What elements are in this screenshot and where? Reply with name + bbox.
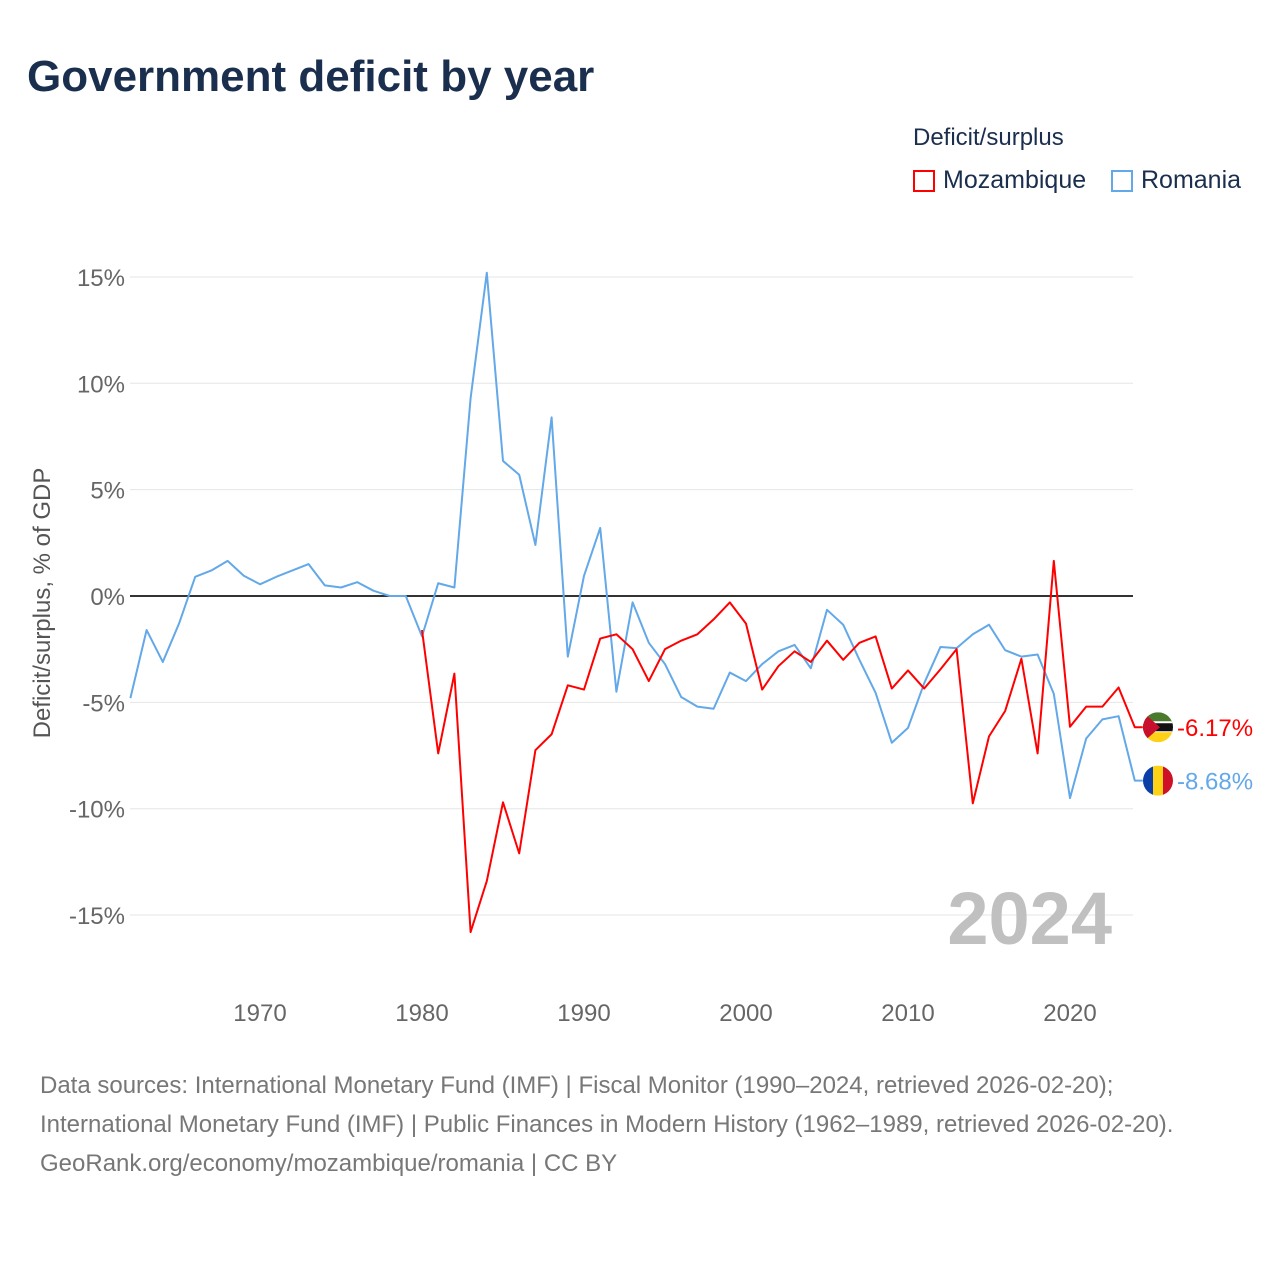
x-tick-label: 1990 [557,1000,610,1027]
x-tick-label: 2000 [719,1000,772,1027]
y-tick-label: 5% [90,478,125,505]
y-tick-label: 10% [77,371,125,398]
y-axis-label: Deficit/surplus, % of GDP [29,468,56,739]
flag-icon-mozambique [1143,712,1173,743]
legend-swatch [913,169,935,192]
page-title: Government deficit by year [27,52,595,101]
series-line-romania [129,271,1143,800]
legend-item-mozambique[interactable]: Mozambique [913,166,1086,195]
x-tick-label: 2010 [881,1000,934,1027]
data-sources: Data sources: International Monetary Fun… [40,1072,1174,1138]
line-chart: 15% 10% 5% 0% -5% -10% -15% 1970 1980 1990 2000 201… [29,265,1253,1027]
credit-link[interactable]: GeoRank.org/economy/mozambique/romania |… [40,1150,618,1177]
legend-swatch [1111,169,1133,192]
year-watermark: 2024 [947,877,1112,960]
y-tick-label: 15% [77,265,125,292]
y-tick-label: -10% [69,797,125,824]
series-line-mozambique [421,559,1143,934]
legend-title: Deficit/surplus [913,124,1064,151]
y-tick-label: 0% [90,584,125,611]
legend-label: Mozambique [943,166,1087,194]
end-value-label: -6.17% [1177,715,1253,742]
y-tick-label: -5% [82,690,125,717]
flag-icon-romania [1143,765,1173,796]
x-tick-label: 2020 [1043,1000,1096,1027]
legend-item-romania[interactable]: Romania [1111,166,1241,195]
x-tick-label: 1970 [233,1000,286,1027]
x-tick-label: 1980 [395,1000,448,1027]
y-tick-label: -15% [69,903,125,930]
legend-label: Romania [1141,166,1242,194]
end-value-label: -8.68% [1177,769,1253,796]
